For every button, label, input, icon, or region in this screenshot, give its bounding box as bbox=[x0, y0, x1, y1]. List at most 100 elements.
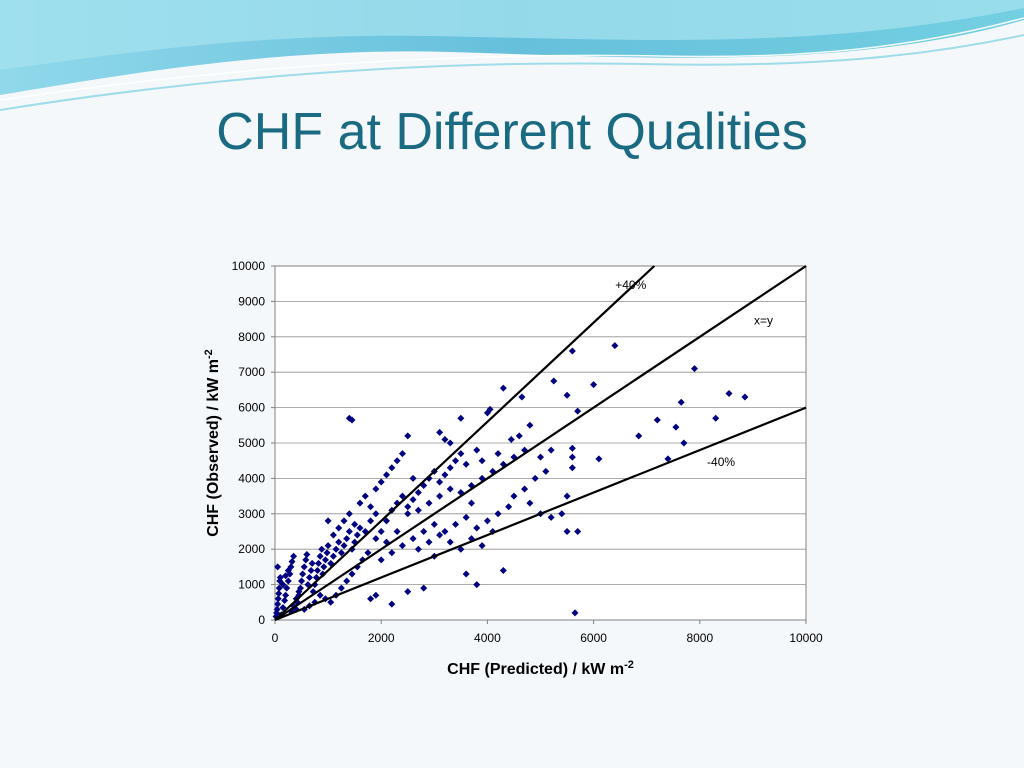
data-point bbox=[329, 552, 337, 560]
data-point bbox=[320, 563, 328, 571]
data-point bbox=[414, 489, 422, 497]
data-point bbox=[306, 574, 314, 582]
data-point bbox=[420, 528, 428, 535]
data-point bbox=[414, 506, 422, 514]
data-point bbox=[404, 588, 412, 596]
data-point bbox=[446, 439, 454, 447]
data-point bbox=[377, 556, 385, 564]
data-point bbox=[515, 432, 523, 440]
reference-line-label: x=y bbox=[754, 313, 773, 327]
y-tick-label: 10000 bbox=[232, 259, 266, 273]
data-point bbox=[282, 591, 290, 599]
data-point bbox=[343, 577, 351, 585]
data-point bbox=[343, 535, 351, 543]
data-point bbox=[329, 531, 337, 539]
y-tick-label: 6000 bbox=[238, 401, 265, 415]
data-point bbox=[299, 570, 307, 578]
x-tick-label: 2000 bbox=[368, 631, 395, 645]
data-point bbox=[372, 510, 380, 518]
data-point bbox=[547, 513, 555, 521]
data-point bbox=[345, 528, 353, 535]
data-point bbox=[404, 510, 412, 518]
data-point bbox=[574, 407, 582, 415]
reference-line bbox=[274, 265, 807, 621]
data-point bbox=[274, 595, 282, 603]
y-tick-label: 7000 bbox=[238, 365, 265, 379]
data-point bbox=[281, 597, 289, 605]
data-point bbox=[563, 391, 571, 399]
reference-line bbox=[274, 406, 807, 622]
data-point bbox=[335, 538, 343, 546]
data-point bbox=[486, 405, 494, 413]
data-point bbox=[563, 492, 571, 500]
data-point bbox=[351, 520, 359, 528]
data-point bbox=[290, 552, 298, 560]
data-point bbox=[430, 520, 438, 528]
data-point bbox=[457, 414, 465, 422]
data-point bbox=[367, 503, 375, 511]
data-point bbox=[383, 471, 391, 479]
x-tick-label: 6000 bbox=[580, 631, 607, 645]
data-point bbox=[653, 416, 661, 424]
data-point bbox=[274, 600, 282, 608]
data-point bbox=[446, 485, 454, 493]
data-point bbox=[507, 435, 515, 443]
data-point bbox=[521, 485, 529, 493]
data-point bbox=[288, 558, 296, 566]
x-tick-label: 8000 bbox=[686, 631, 713, 645]
x-tick-label: 0 bbox=[272, 631, 279, 645]
data-point bbox=[677, 398, 685, 406]
data-point bbox=[337, 549, 345, 557]
data-point bbox=[452, 457, 460, 465]
data-point bbox=[364, 549, 372, 557]
data-point bbox=[372, 591, 380, 599]
data-point bbox=[425, 538, 433, 546]
data-point bbox=[356, 499, 364, 507]
data-point bbox=[361, 492, 369, 500]
reference-line-label: -40% bbox=[707, 455, 735, 469]
data-point bbox=[494, 450, 502, 458]
data-point bbox=[725, 389, 733, 397]
data-point bbox=[404, 503, 412, 511]
y-tick-label: 5000 bbox=[238, 436, 265, 450]
data-point bbox=[425, 499, 433, 507]
data-point bbox=[409, 496, 417, 504]
data-point bbox=[372, 535, 380, 543]
data-point bbox=[282, 572, 290, 580]
data-point bbox=[275, 584, 283, 592]
data-point bbox=[388, 600, 396, 608]
data-point bbox=[348, 570, 356, 578]
data-point bbox=[367, 517, 375, 525]
data-point bbox=[300, 563, 308, 571]
data-point bbox=[505, 503, 513, 511]
data-point bbox=[537, 453, 544, 461]
data-point bbox=[595, 455, 603, 463]
y-tick-label: 8000 bbox=[238, 330, 265, 344]
data-point bbox=[295, 588, 303, 596]
data-point bbox=[398, 492, 406, 500]
data-point bbox=[279, 581, 287, 589]
data-point bbox=[311, 581, 319, 589]
data-point bbox=[321, 556, 329, 564]
data-point bbox=[611, 342, 619, 350]
data-point bbox=[690, 365, 698, 373]
data-point bbox=[672, 423, 680, 431]
data-point bbox=[635, 432, 643, 440]
reference-line-label: +40% bbox=[615, 278, 646, 292]
data-point bbox=[568, 347, 576, 355]
y-tick-label: 0 bbox=[258, 613, 265, 627]
data-point bbox=[563, 528, 571, 535]
data-point bbox=[313, 566, 321, 574]
data-point bbox=[550, 377, 558, 385]
y-tick-label: 1000 bbox=[238, 578, 265, 592]
slide-title: CHF at Different Qualities bbox=[216, 103, 808, 161]
data-point bbox=[275, 589, 283, 597]
data-point bbox=[279, 604, 287, 612]
x-tick-label: 10000 bbox=[789, 631, 823, 645]
data-point bbox=[335, 524, 343, 532]
data-point bbox=[436, 478, 444, 486]
data-point bbox=[398, 542, 406, 550]
reference-line bbox=[274, 265, 656, 621]
data-point bbox=[420, 584, 428, 592]
data-point bbox=[315, 559, 323, 567]
